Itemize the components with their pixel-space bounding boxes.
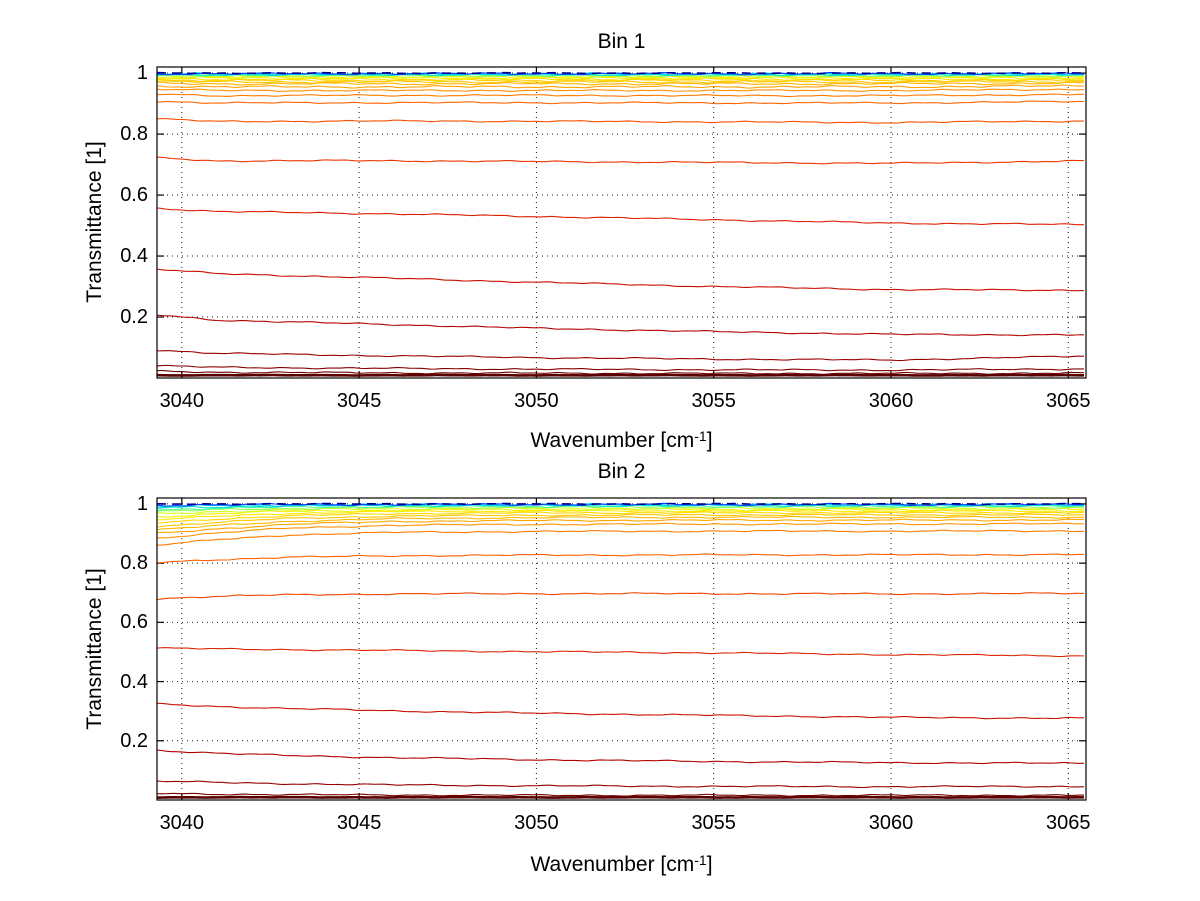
- spectrum-line-spectrum-19: [156, 702, 1085, 720]
- y-tick-label: 0.2: [120, 729, 148, 752]
- y-tick-label: 0.6: [120, 611, 148, 634]
- bin1-xaxis-label-sup: -1: [694, 428, 707, 444]
- spectrum-line-spectrum-23: [156, 350, 1085, 362]
- spectrum-line-spectrum-12: [156, 80, 1085, 84]
- spectrum-line-spectrum-16: [156, 93, 1085, 98]
- spectrum-line-spectrum-20: [156, 749, 1085, 765]
- spectrum-line-spectrum-18: [156, 118, 1085, 124]
- spectrum-line-spectrum-11: [156, 513, 1085, 528]
- spectrum-line-spectrum-17: [156, 100, 1085, 105]
- spectrum-line-spectrum-09: [156, 509, 1085, 521]
- spectrum-line-spectrum-22: [156, 314, 1085, 337]
- bin2-xaxis-label: Wavenumber [cm-1]: [157, 848, 1086, 877]
- spectrum-line-spectrum-12: [156, 515, 1085, 531]
- bin2-xaxis-label-sup: -1: [694, 852, 707, 868]
- spectrum-line-spectrum-25: [156, 369, 1085, 375]
- y-tick-label: 1: [136, 62, 148, 85]
- spectrum-line-spectrum-21: [156, 268, 1085, 292]
- spectrum-line-spectrum-24: [156, 364, 1085, 372]
- bin1-xaxis-label-text: Wavenumber [cm: [530, 429, 695, 452]
- bin1-yaxis-label: Transmittance [1]: [83, 141, 106, 303]
- y-tick-label: 0.8: [120, 552, 148, 575]
- bin2-xaxis-label-text: Wavenumber [cm: [530, 853, 695, 876]
- x-tick-label: 3045: [336, 812, 382, 834]
- spectrum-line-spectrum-14: [156, 522, 1085, 539]
- spectrum-line-spectrum-22: [156, 792, 1085, 797]
- y-tick-label: 0.8: [120, 123, 148, 146]
- spectrum-line-spectrum-01: [156, 71, 1085, 75]
- x-tick-label: 3040: [159, 812, 205, 834]
- spectrum-line-spectrum-01: [156, 502, 1085, 506]
- y-tick-label: 0.4: [120, 245, 148, 268]
- spectrum-line-spectrum-10: [156, 77, 1085, 81]
- spectrum-line-spectrum-13: [156, 81, 1085, 86]
- spectrum-line-spectrum-26: [156, 373, 1084, 377]
- x-tick-label: 3040: [159, 390, 205, 412]
- spectrum-line-spectrum-23: [156, 795, 1085, 799]
- x-tick-label: 3055: [691, 390, 736, 412]
- x-tick-label: 3050: [514, 812, 559, 834]
- spectrum-line-spectrum-10: [156, 511, 1085, 524]
- y-tick-label: 0.4: [120, 670, 148, 693]
- y-tick-label: 0.6: [120, 184, 148, 207]
- spectrum-line-spectrum-16: [156, 553, 1085, 564]
- x-tick-label: 3060: [868, 812, 914, 834]
- x-tick-label: 3055: [691, 812, 736, 834]
- bin1-xaxis-label-close: ]: [706, 429, 713, 452]
- spectrum-line-spectrum-19: [156, 156, 1085, 165]
- x-tick-label: 3045: [336, 390, 382, 412]
- spectrum-line-spectrum-15: [156, 529, 1084, 546]
- bin2-yaxis-label: Transmittance [1]: [83, 568, 106, 730]
- spectrum-line-spectrum-21: [156, 780, 1085, 789]
- x-tick-label: 3060: [868, 390, 914, 412]
- spectrum-line-spectrum-13: [156, 518, 1085, 534]
- y-tick-label: 0.2: [120, 306, 148, 329]
- spectrum-line-spectrum-20: [156, 207, 1085, 226]
- axes-frame: [156, 66, 1087, 379]
- x-tick-label: 3065: [1046, 812, 1091, 834]
- y-tick-label: 1: [136, 492, 148, 515]
- bin1-title: Bin 1: [597, 30, 646, 53]
- axes-frame: [156, 497, 1087, 801]
- bin2-title: Bin 2: [597, 460, 646, 483]
- bin1-xaxis-label: Wavenumber [cm-1]: [157, 424, 1086, 453]
- spectrum-line-spectrum-14: [156, 84, 1085, 89]
- spectrum-line-spectrum-15: [156, 88, 1085, 92]
- spectrum-line-spectrum-18: [156, 647, 1085, 658]
- x-tick-label: 3065: [1046, 390, 1091, 412]
- bin2-xaxis-label-close: ]: [706, 853, 713, 876]
- spectrum-line-spectrum-17: [156, 592, 1085, 601]
- spectrum-line-spectrum-08: [156, 507, 1085, 518]
- x-tick-label: 3050: [514, 390, 559, 412]
